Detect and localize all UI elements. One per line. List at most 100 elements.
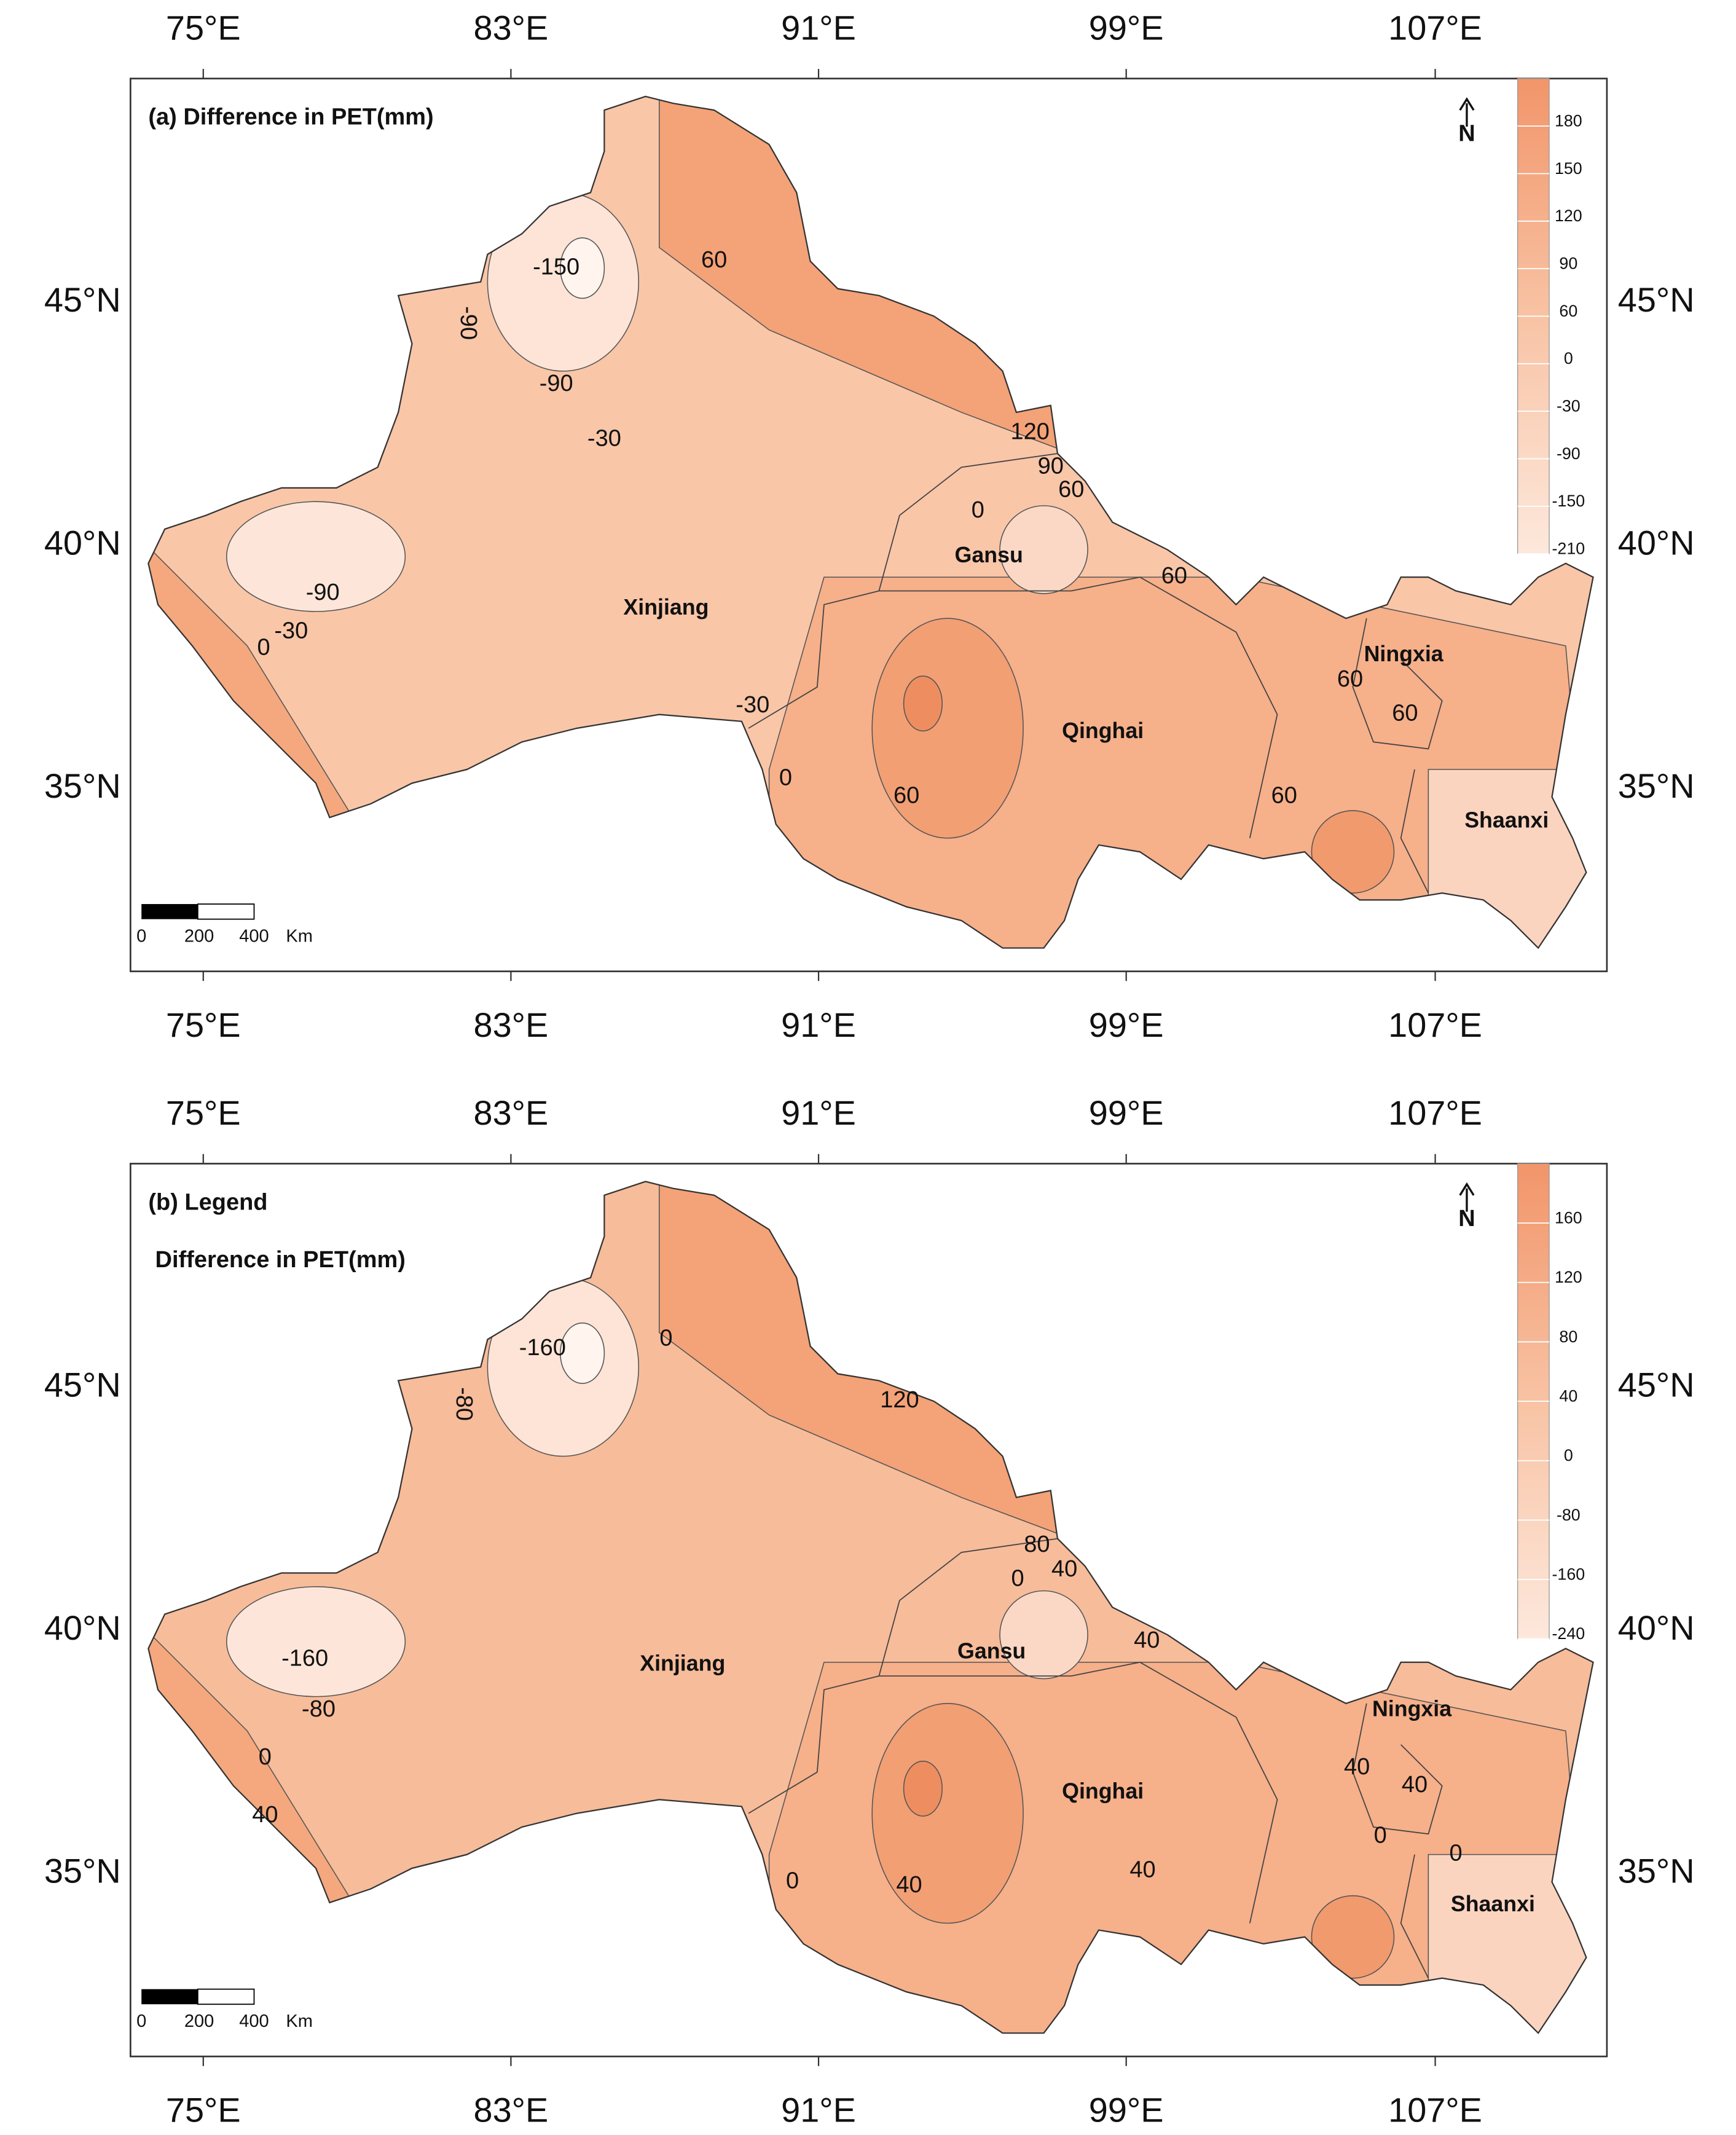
legend-label: 40	[1559, 1386, 1577, 1405]
contour-label: 0	[972, 497, 984, 523]
longitude-label: 83°E	[474, 2091, 549, 2129]
longitude-label: 99°E	[1089, 1093, 1164, 1132]
scale-bar-black	[141, 904, 198, 919]
contour-label: 90	[1038, 453, 1064, 479]
contour-label: -90	[455, 306, 481, 340]
contour-zone	[560, 1322, 605, 1384]
province-label: Gansu	[957, 1639, 1026, 1664]
province-border	[878, 1600, 1278, 1924]
scale-bar-label: 0	[136, 2011, 146, 2031]
latitude-label: 40°N	[44, 523, 121, 562]
province-border	[1352, 618, 1443, 750]
legend-label: 150	[1555, 159, 1582, 178]
map-panel: 75°E 75°E 83°E 83°E 91°E 91°E 99°E 99°E 107°E 107…	[44, 8, 1695, 1044]
contour-label: 60	[1392, 701, 1418, 726]
legend-label: 80	[1559, 1327, 1577, 1346]
panel-title: (a) Difference in PET(mm)	[148, 104, 433, 130]
contour-label: 0	[779, 765, 792, 791]
legend-label: -240	[1552, 1624, 1585, 1643]
longitude-label: 75°E	[166, 8, 241, 47]
contour-label: 60	[1161, 563, 1187, 589]
legend-label: 0	[1564, 349, 1573, 368]
north-label: N	[1458, 1206, 1475, 1232]
contour-label: 60	[1337, 666, 1363, 692]
longitude-label: 107°E	[1388, 2091, 1482, 2129]
scale-bar-white	[197, 903, 255, 920]
province-border	[748, 1675, 879, 1814]
province-label: Shaanxi	[1464, 808, 1549, 832]
contour-label: 60	[1058, 476, 1084, 502]
legend-label: -90	[1557, 444, 1581, 463]
province-border	[899, 453, 1058, 516]
longitude-label: 83°E	[474, 8, 549, 47]
contour-label: 0	[659, 1326, 672, 1351]
longitude-label: 99°E	[1089, 2091, 1164, 2129]
contour-zone	[226, 1586, 406, 1697]
scale-bar-label: Km	[286, 2011, 313, 2031]
contour-label: 80	[1024, 1531, 1050, 1557]
longitude-label: 107°E	[1388, 1005, 1482, 1044]
contour-label: 40	[1051, 1556, 1077, 1582]
longitude-label: 91°E	[781, 1093, 856, 1132]
contour-label: 120	[1011, 419, 1050, 444]
contour-label: 40	[1129, 1857, 1155, 1882]
panel-title: (b) Legend	[148, 1189, 267, 1215]
contour-label: -90	[306, 580, 340, 605]
legend-label: -80	[1557, 1506, 1581, 1524]
province-border	[748, 590, 879, 729]
longitude-label: 91°E	[781, 8, 856, 47]
legend-label: -30	[1557, 397, 1581, 415]
province-label: Ningxia	[1372, 1696, 1452, 1721]
contour-label: -80	[302, 1696, 336, 1722]
contour-label: 60	[1271, 783, 1297, 809]
contour-label: -150	[533, 254, 579, 280]
panel-subtitle: Difference in PET(mm)	[155, 1247, 406, 1273]
legend-label: 160	[1555, 1208, 1582, 1227]
latitude-label: 45°N	[1618, 280, 1695, 319]
scale-bar-label: 400	[239, 2011, 269, 2031]
province-label: Gansu	[955, 543, 1023, 567]
contour-label: -30	[587, 426, 621, 452]
province-border	[899, 1538, 1058, 1601]
province-label: Xinjiang	[623, 595, 709, 619]
contour-label: 40	[1344, 1754, 1370, 1780]
contour-zone	[903, 675, 943, 732]
contour-zone	[1311, 810, 1395, 894]
contour-label: 0	[786, 1868, 799, 1893]
latitude-label: 35°N	[1618, 1852, 1695, 1890]
contour-label: 40	[1134, 1627, 1160, 1653]
contour-zone	[999, 1590, 1088, 1680]
longitude-label: 75°E	[166, 1005, 241, 1044]
scale-bar-label: 200	[184, 926, 214, 946]
contour-label: 60	[701, 247, 727, 273]
contour-label: 40	[896, 1872, 922, 1898]
legend-label: -150	[1552, 492, 1585, 510]
longitude-label: 83°E	[474, 1005, 549, 1044]
latitude-label: 40°N	[1618, 1608, 1695, 1647]
scale-bar-label: 0	[136, 926, 146, 946]
province-border	[1352, 1703, 1443, 1835]
contour-label: 0	[1374, 1823, 1387, 1849]
scale-bar-black	[141, 1989, 198, 2005]
latitude-label: 35°N	[44, 1852, 121, 1890]
contour-label: -30	[274, 618, 308, 644]
north-label: N	[1458, 120, 1475, 146]
province-label: Ningxia	[1364, 642, 1444, 666]
contour-label: 0	[257, 634, 270, 660]
legend-label: 90	[1559, 254, 1577, 273]
scale-bar-label: 200	[184, 2011, 214, 2031]
scale-bar-label: Km	[286, 926, 313, 946]
contour-label: 0	[1449, 1841, 1462, 1866]
latitude-label: 45°N	[44, 280, 121, 319]
north-arrow-head	[1459, 1182, 1475, 1196]
province-label: Xinjiang	[640, 1651, 725, 1676]
longitude-label: 99°E	[1089, 1005, 1164, 1044]
legend-label: 120	[1555, 206, 1582, 225]
contour-label: -160	[281, 1645, 328, 1671]
contour-label: -90	[540, 371, 573, 396]
latitude-label: 45°N	[1618, 1366, 1695, 1404]
contour-zone	[560, 237, 605, 299]
scale-bar-label: 400	[239, 926, 269, 946]
contour-label: 60	[894, 783, 919, 809]
province-label: Qinghai	[1062, 1779, 1144, 1804]
